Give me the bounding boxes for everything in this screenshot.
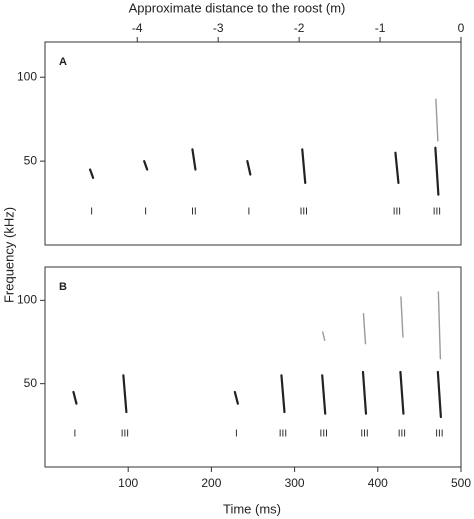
call [88, 168, 95, 179]
phase-label: III [433, 207, 441, 218]
y-tick-label: 50 [24, 376, 38, 390]
x-tick-label: 100 [118, 476, 138, 490]
call [191, 148, 197, 171]
harmonic [362, 312, 367, 345]
phase-label: III [398, 429, 406, 440]
x2-tick-label: -2 [294, 21, 305, 35]
phase-label: III [320, 429, 328, 440]
call [233, 390, 239, 405]
call [280, 374, 286, 414]
x2-tick-label: 0 [458, 21, 465, 35]
phase-label: I [247, 207, 250, 218]
x2-tick-label: -4 [132, 21, 143, 35]
y-tick-label: 100 [17, 293, 37, 307]
phase-label: III [360, 429, 368, 440]
call [72, 390, 78, 405]
harmonic [322, 331, 326, 342]
y-axis-label: Frequency (kHz) [1, 207, 16, 303]
top-axis-label: Approximate distance to the roost (m) [129, 0, 346, 15]
phase-label: III [435, 429, 443, 440]
call [434, 146, 440, 196]
x-tick-label: 500 [451, 476, 471, 490]
phase-label: II [191, 207, 197, 218]
panel-letter: B [59, 281, 67, 293]
call [321, 374, 327, 415]
call [399, 370, 405, 415]
x-tick-label: 300 [285, 476, 305, 490]
harmonic [437, 291, 442, 360]
call [246, 160, 252, 176]
call [436, 370, 442, 419]
phase-label: I [144, 207, 147, 218]
call [122, 374, 128, 414]
call [143, 160, 149, 171]
call [301, 148, 307, 185]
panel-letter: A [59, 56, 67, 68]
phase-label: I [235, 429, 238, 440]
phase-label: III [121, 429, 129, 440]
harmonic [435, 98, 439, 142]
phase-label: I [74, 429, 77, 440]
panel-frame [44, 266, 462, 468]
phase-label: III [393, 207, 401, 218]
call [394, 151, 400, 185]
call [361, 370, 368, 415]
bottom-axis-label: Time (ms) [223, 501, 281, 516]
panel-frame [44, 41, 462, 246]
x2-tick-label: -3 [213, 21, 224, 35]
phase-label: III [300, 207, 308, 218]
x-tick-label: 400 [368, 476, 388, 490]
y-tick-label: 100 [17, 69, 37, 83]
phase-label: I [90, 207, 93, 218]
x2-tick-label: -1 [375, 21, 386, 35]
x-tick-label: 200 [201, 476, 221, 490]
y-tick-label: 50 [24, 153, 38, 167]
phase-label: III [279, 429, 287, 440]
harmonic [400, 296, 404, 338]
